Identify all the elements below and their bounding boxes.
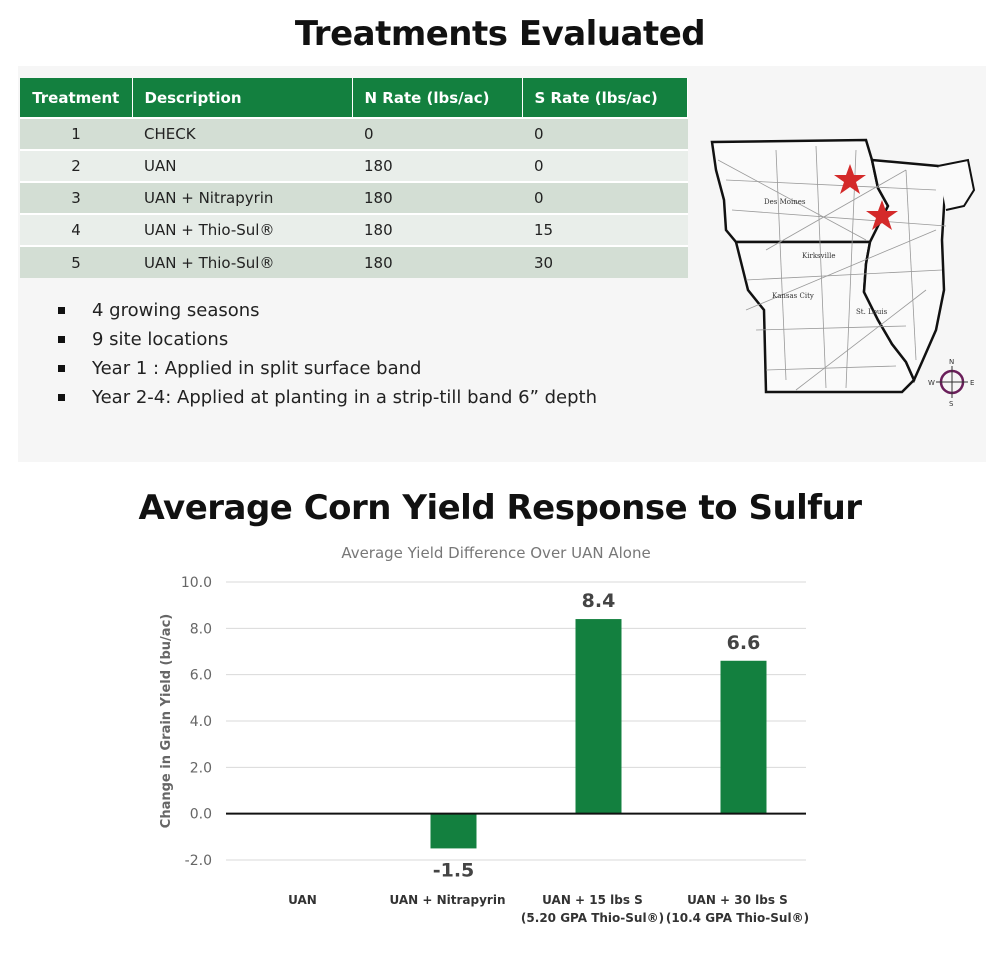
list-item: Year 1 : Applied in split surface band — [58, 354, 597, 383]
y-tick-label: 2.0 — [190, 760, 212, 776]
list-item: 4 growing seasons — [58, 296, 597, 325]
chart-title: Average Yield Difference Over UAN Alone — [341, 544, 650, 562]
cell-description: UAN + Thio-Sul® — [132, 213, 352, 246]
y-tick-label: 4.0 — [190, 714, 212, 730]
table-header-row: Treatment Description N Rate (lbs/ac) S … — [20, 78, 688, 118]
cell-n-rate: 180 — [352, 245, 522, 278]
table-row: 5 UAN + Thio-Sul® 180 30 — [20, 245, 688, 278]
bullet-text: 9 site locations — [92, 329, 229, 350]
bullet-square-icon — [58, 336, 65, 343]
cell-treatment: 5 — [20, 245, 132, 278]
bar — [720, 660, 767, 814]
cell-treatment: 3 — [20, 181, 132, 214]
list-item: 9 site locations — [58, 325, 597, 354]
compass-n: N — [949, 358, 954, 366]
bar — [430, 813, 477, 849]
table-row: 3 UAN + Nitrapyrin 180 0 — [20, 181, 688, 214]
cell-s-rate: 0 — [522, 181, 688, 214]
region-map: Des Moines Kirksville Kansas City St. Lo… — [710, 138, 976, 408]
map-city-labels: Des Moines Kirksville Kansas City St. Lo… — [764, 198, 888, 316]
y-tick-label: 10.0 — [181, 575, 212, 591]
list-item: Year 2-4: Applied at planting in a strip… — [58, 383, 597, 412]
x-tick-label: UAN + 30 lbs S — [687, 893, 788, 907]
map-label-kirksville: Kirksville — [802, 252, 835, 260]
cell-n-rate: 180 — [352, 213, 522, 246]
cell-s-rate: 15 — [522, 213, 688, 246]
y-axis-label: Change in Grain Yield (bu/ac) — [159, 614, 174, 828]
bullet-square-icon — [58, 307, 65, 314]
map-label-st-louis: St. Louis — [856, 308, 888, 316]
bullet-text: 4 growing seasons — [92, 300, 260, 321]
treatments-table: Treatment Description N Rate (lbs/ac) S … — [20, 78, 688, 278]
yield-heading: Average Corn Yield Response to Sulfur — [138, 488, 862, 528]
cell-treatment: 4 — [20, 213, 132, 246]
data-label: -1.5 — [433, 859, 475, 881]
table-row: 1 CHECK 0 0 — [20, 117, 688, 150]
cell-description: CHECK — [132, 117, 352, 150]
cell-s-rate: 30 — [522, 245, 688, 278]
bullet-text: Year 1 : Applied in split surface band — [92, 358, 422, 379]
table-row: 4 UAN + Thio-Sul® 180 15 — [20, 213, 688, 246]
x-tick-label: UAN + 15 lbs S — [542, 893, 643, 907]
yield-chart: Average Yield Difference Over UAN Alone C… — [120, 534, 880, 936]
cell-n-rate: 0 — [352, 117, 522, 150]
cell-n-rate: 180 — [352, 149, 522, 182]
bullet-square-icon — [58, 365, 65, 372]
compass-rose-icon: N E S W — [928, 358, 974, 408]
y-tick-label: -2.0 — [185, 853, 212, 869]
map-site-markers — [834, 164, 898, 230]
bullet-text: Year 2-4: Applied at planting in a strip… — [92, 387, 598, 408]
data-label: 8.4 — [582, 590, 616, 612]
col-header-s-rate: S Rate (lbs/ac) — [522, 78, 688, 118]
map-label-kansas-city: Kansas City — [772, 292, 814, 300]
x-tick-label: UAN — [288, 893, 317, 907]
yield-bar-chart: Average Yield Difference Over UAN Alone C… — [159, 544, 809, 925]
x-tick-label: UAN + Nitrapyrin — [389, 893, 505, 907]
cell-s-rate: 0 — [522, 117, 688, 150]
col-header-n-rate: N Rate (lbs/ac) — [352, 78, 523, 118]
x-tick-label: (10.4 GPA Thio-Sul®) — [666, 911, 809, 925]
col-header-description: Description — [132, 78, 353, 118]
bullet-list: 4 growing seasons 9 site locations Year … — [58, 296, 597, 412]
cell-description: UAN — [132, 149, 352, 182]
star-marker-icon — [834, 164, 866, 194]
map-label-des-moines: Des Moines — [764, 198, 806, 206]
x-tick-label: (5.20 GPA Thio-Sul®) — [521, 911, 664, 925]
col-header-treatment: Treatment — [20, 78, 133, 118]
compass-w: W — [928, 379, 935, 387]
treatments-heading: Treatments Evaluated — [294, 14, 706, 54]
data-label: 6.6 — [727, 632, 761, 654]
cell-description: UAN + Nitrapyrin — [132, 181, 352, 214]
cell-treatment: 2 — [20, 149, 132, 182]
cell-treatment: 1 — [20, 117, 132, 150]
compass-e: E — [970, 379, 974, 387]
y-tick-label: 0.0 — [190, 807, 212, 823]
bullet-square-icon — [58, 394, 65, 401]
table-row: 2 UAN 180 0 — [20, 149, 688, 182]
cell-n-rate: 180 — [352, 181, 522, 214]
bar — [575, 619, 622, 814]
map-roads — [717, 145, 947, 391]
y-tick-label: 8.0 — [190, 621, 212, 637]
star-marker-icon — [866, 200, 898, 230]
compass-s: S — [949, 400, 954, 408]
cell-description: UAN + Thio-Sul® — [132, 245, 352, 278]
y-tick-label: 6.0 — [190, 668, 212, 684]
cell-s-rate: 0 — [522, 149, 688, 182]
